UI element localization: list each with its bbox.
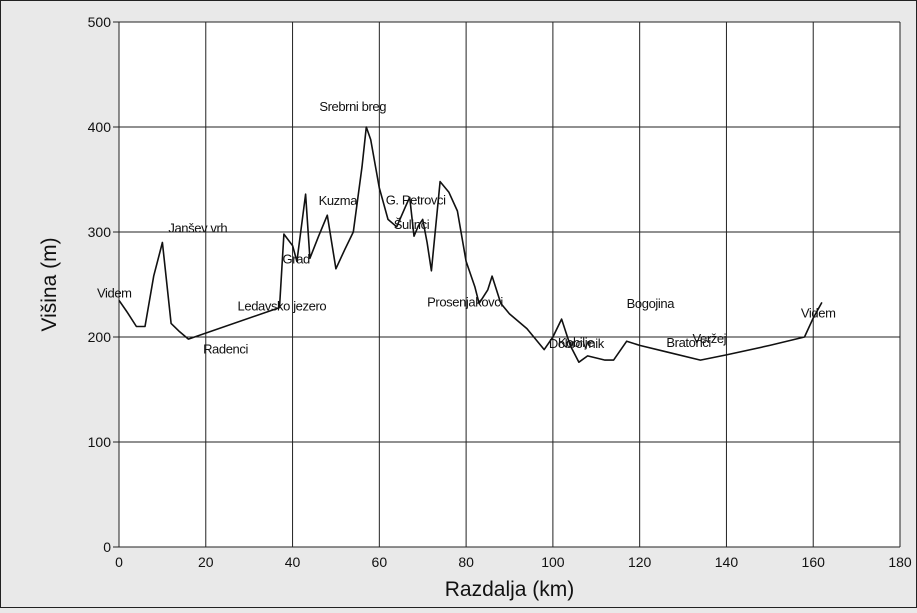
y-tick-label: 200 bbox=[88, 329, 112, 345]
place-label: Bogojina bbox=[627, 296, 676, 311]
place-label: Kobilje bbox=[558, 335, 594, 350]
x-tick-label: 100 bbox=[541, 554, 565, 570]
y-axis-label: Višina (m) bbox=[38, 237, 61, 331]
x-tick-label: 120 bbox=[628, 554, 652, 570]
x-tick-label: 60 bbox=[372, 554, 388, 570]
grid-lines bbox=[113, 21, 901, 548]
plot-area bbox=[119, 22, 900, 547]
place-label: Dobrovnik bbox=[549, 336, 605, 351]
place-labels: Videm Janšev vrh Radenci Ledavsko jezero Gra… bbox=[97, 99, 836, 356]
place-label: Prosenjakovci bbox=[427, 294, 503, 309]
x-tick-label: 0 bbox=[115, 554, 123, 570]
place-label: Šulinci bbox=[394, 217, 430, 232]
x-tick-labels: 0 20 40 60 80 100 120 140 160 180 bbox=[115, 554, 912, 570]
y-tick-labels: 0 100 200 300 400 500 bbox=[88, 14, 112, 555]
x-tick-label: 40 bbox=[285, 554, 301, 570]
place-label: Veržej bbox=[692, 331, 726, 346]
place-label: Radenci bbox=[203, 341, 248, 356]
x-tick-label: 20 bbox=[198, 554, 214, 570]
x-tick-label: 80 bbox=[458, 554, 474, 570]
y-tick-label: 500 bbox=[88, 14, 112, 30]
place-label: Ledavsko jezero bbox=[238, 299, 327, 314]
y-tick-label: 400 bbox=[88, 119, 112, 135]
place-label: Grad bbox=[283, 252, 310, 267]
x-tick-label: 180 bbox=[888, 554, 912, 570]
place-label: Janšev vrh bbox=[168, 221, 227, 236]
y-tick-label: 100 bbox=[88, 434, 112, 450]
place-label: Kuzma bbox=[319, 193, 359, 208]
place-label: Videm bbox=[801, 305, 836, 320]
elevation-profile-line bbox=[118, 126, 823, 363]
x-tick-label: 140 bbox=[715, 554, 739, 570]
x-axis-label: Razdalja (km) bbox=[445, 578, 575, 601]
x-tick-label: 160 bbox=[802, 554, 826, 570]
y-tick-label: 0 bbox=[103, 539, 111, 555]
place-label: G. Petrovci bbox=[386, 192, 446, 207]
place-label: Videm bbox=[97, 285, 132, 300]
place-label: Bratonci bbox=[666, 335, 711, 350]
y-tick-label: 300 bbox=[88, 224, 112, 240]
place-label: Srebrni breg bbox=[319, 99, 386, 114]
